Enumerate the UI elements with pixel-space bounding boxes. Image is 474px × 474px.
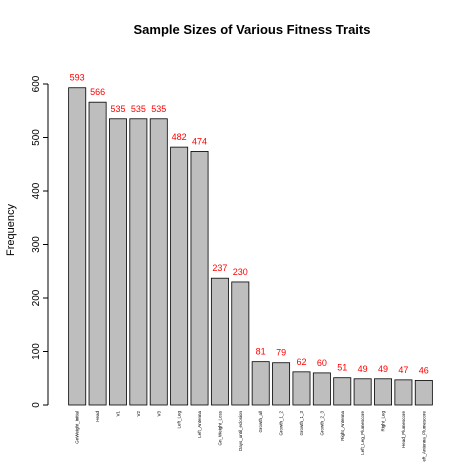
x-tick-label: V3 [156, 411, 161, 417]
bar [149, 118, 168, 406]
value-label: 535 [131, 104, 146, 114]
x-tick-label: Left_Antenna [197, 411, 202, 438]
y-tick-label: 400 [31, 182, 42, 199]
x-tick-label: V1 [115, 411, 120, 417]
bar [353, 378, 372, 406]
value-label: 49 [358, 364, 368, 374]
value-label: 51 [337, 363, 347, 373]
x-tick-label: Gn_Weight_Loss [217, 410, 222, 445]
value-label: 535 [110, 104, 125, 114]
bar [88, 101, 107, 406]
value-label: 79 [276, 348, 286, 358]
value-label: 566 [90, 87, 105, 97]
x-tick-label: Right_Antenna [340, 411, 345, 441]
x-tick-label: Right_Leg [381, 411, 386, 432]
bar [210, 277, 229, 406]
x-tick-label: Growth_all [258, 411, 263, 433]
value-label: 237 [212, 263, 227, 273]
value-label: 482 [172, 132, 187, 142]
y-tick-label: 200 [31, 289, 42, 306]
x-tick-label: Head_Plumescore [401, 411, 406, 449]
x-tick-label: Days_until_eclosion [238, 411, 243, 452]
x-tick-label: Growth_2_3 [319, 411, 324, 436]
value-label: 46 [419, 365, 429, 375]
bar [414, 379, 433, 406]
bar [251, 361, 270, 406]
x-tick-label: Left_Leg [177, 411, 182, 429]
bar [394, 379, 413, 406]
bar [292, 371, 311, 406]
bar [231, 281, 250, 406]
value-label: 81 [256, 347, 266, 357]
bar [374, 378, 392, 406]
x-tick-label: Growth_1_3 [299, 411, 304, 436]
x-tick-label: GnWeight_initial [75, 411, 80, 444]
x-tick-label: Growth_1_2 [279, 411, 284, 436]
value-label: 47 [398, 365, 408, 375]
chart-title: Sample Sizes of Various Fitness Traits [134, 22, 371, 37]
bar [68, 87, 87, 406]
bar [312, 372, 331, 406]
y-tick-label: 300 [31, 236, 42, 253]
value-label: 593 [70, 73, 85, 83]
value-label: 60 [317, 358, 327, 368]
value-label: 474 [192, 136, 207, 146]
y-tick-label: 0 [31, 402, 42, 408]
x-tick-label: Head [95, 411, 100, 422]
x-tick-label: Left_Leg_Plumescore [360, 411, 365, 455]
bar [333, 377, 352, 406]
y-tick-label: 100 [31, 343, 42, 360]
value-label: 49 [378, 364, 388, 374]
x-tick-label: eft_Antenna_Plumescore [421, 411, 426, 462]
y-axis-label: Frequency [5, 204, 17, 256]
value-label: 62 [296, 357, 306, 367]
bar [272, 362, 291, 406]
y-tick-label: 500 [31, 129, 42, 146]
bar [190, 151, 209, 406]
y-tick-label: 600 [31, 75, 42, 92]
value-label: 230 [233, 267, 248, 277]
value-label: 535 [151, 104, 166, 114]
x-tick-label: V2 [136, 411, 141, 417]
bar [129, 118, 148, 406]
bar [109, 118, 127, 406]
bar [170, 146, 189, 406]
